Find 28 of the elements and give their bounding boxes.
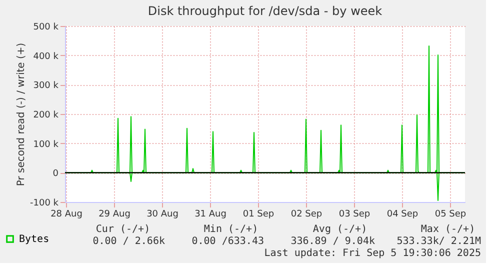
y-tick-label: -100 k: [30, 198, 60, 208]
legend-label: Bytes: [19, 234, 50, 245]
x-tick-label: 03 Sep: [338, 210, 370, 220]
x-tick-label: 29 Aug: [98, 210, 130, 220]
text: 0.00 /633.43: [192, 236, 264, 247]
y-tick-label: 200 k: [33, 110, 60, 120]
x-tick-label: 30 Aug: [146, 210, 178, 220]
chart-title: Disk throughput for /dev/sda - by week: [148, 4, 382, 18]
text: 533.33k/ 2.21M: [396, 236, 481, 247]
y-tick-label: 500 k: [33, 22, 60, 32]
text: Avg (-/+): [312, 224, 368, 235]
y-tick-label: 300 k: [33, 81, 60, 92]
text: Last update: Fri Sep 5 19:30:06 2025: [264, 248, 481, 259]
text: Cur (-/+): [96, 224, 150, 235]
y-tick-label: 400 k: [33, 52, 60, 62]
y-tick-label: 0: [52, 169, 59, 180]
y-axis-title: Pr second read (-) / write (+): [16, 42, 27, 186]
x-tick-label: 04 Sep: [386, 210, 418, 220]
x-tick-label: 02 Sep: [290, 210, 322, 220]
text: Max (-/+): [420, 224, 476, 235]
text: 0.00 / 2.66k: [92, 236, 165, 247]
x-tick-label: 01 Sep: [242, 210, 274, 220]
x-tick-label: 05 Sep: [434, 210, 466, 220]
y-tick-label: 100 k: [33, 140, 60, 150]
x-tick-label: 28 Aug: [50, 210, 82, 220]
x-tick-label: 31 Aug: [194, 210, 226, 220]
text: Min (-/+): [204, 224, 258, 235]
text: 336.89 / 9.04k: [290, 236, 375, 247]
